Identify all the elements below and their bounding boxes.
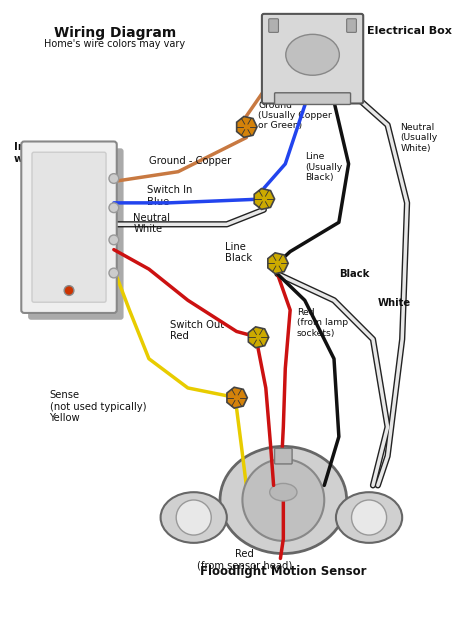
Text: Red
(from lamp
sockets): Red (from lamp sockets): [297, 308, 348, 338]
Text: Electrical Box: Electrical Box: [367, 26, 452, 35]
Ellipse shape: [220, 447, 346, 554]
Text: Floodlight Motion Sensor: Floodlight Motion Sensor: [200, 565, 366, 578]
FancyBboxPatch shape: [269, 19, 278, 32]
Text: Ground
(Usually Copper
or Green): Ground (Usually Copper or Green): [258, 101, 332, 131]
Ellipse shape: [336, 492, 402, 543]
FancyBboxPatch shape: [274, 448, 292, 464]
FancyBboxPatch shape: [28, 148, 124, 320]
Polygon shape: [237, 116, 257, 137]
Polygon shape: [248, 327, 269, 348]
Text: Neutral
White: Neutral White: [133, 213, 170, 234]
Text: Line
(Usually
Black): Line (Usually Black): [305, 152, 342, 182]
Circle shape: [109, 268, 118, 278]
Polygon shape: [254, 188, 274, 210]
Text: In-LineLinc
with Sense: In-LineLinc with Sense: [15, 142, 79, 164]
Ellipse shape: [161, 492, 227, 543]
Circle shape: [176, 500, 211, 535]
FancyBboxPatch shape: [21, 141, 117, 313]
Text: Ground - Copper: Ground - Copper: [149, 156, 231, 166]
Text: Sense
(not used typically)
Yellow: Sense (not used typically) Yellow: [50, 390, 146, 423]
Circle shape: [352, 500, 387, 535]
Text: White: White: [378, 299, 411, 309]
Ellipse shape: [270, 483, 297, 501]
Circle shape: [109, 203, 118, 213]
FancyBboxPatch shape: [262, 14, 363, 103]
Text: Red
(from sensor head): Red (from sensor head): [197, 549, 292, 570]
FancyBboxPatch shape: [346, 19, 356, 32]
Text: Line
Black: Line Black: [225, 242, 252, 264]
FancyBboxPatch shape: [274, 93, 351, 104]
Text: Switch Out
Red: Switch Out Red: [170, 320, 225, 341]
Circle shape: [109, 174, 118, 183]
FancyBboxPatch shape: [32, 152, 106, 302]
Text: Home's wire colors may vary: Home's wire colors may vary: [44, 39, 185, 49]
Polygon shape: [268, 253, 288, 274]
Circle shape: [109, 235, 118, 244]
Ellipse shape: [286, 34, 339, 75]
Circle shape: [64, 285, 74, 295]
Circle shape: [242, 459, 324, 541]
Polygon shape: [227, 388, 247, 408]
Text: Black: Black: [339, 269, 369, 279]
Text: Wiring Diagram: Wiring Diagram: [54, 26, 176, 40]
Text: Neutral
(Usually
White): Neutral (Usually White): [400, 123, 438, 153]
Text: Switch In
Blue: Switch In Blue: [147, 185, 192, 207]
